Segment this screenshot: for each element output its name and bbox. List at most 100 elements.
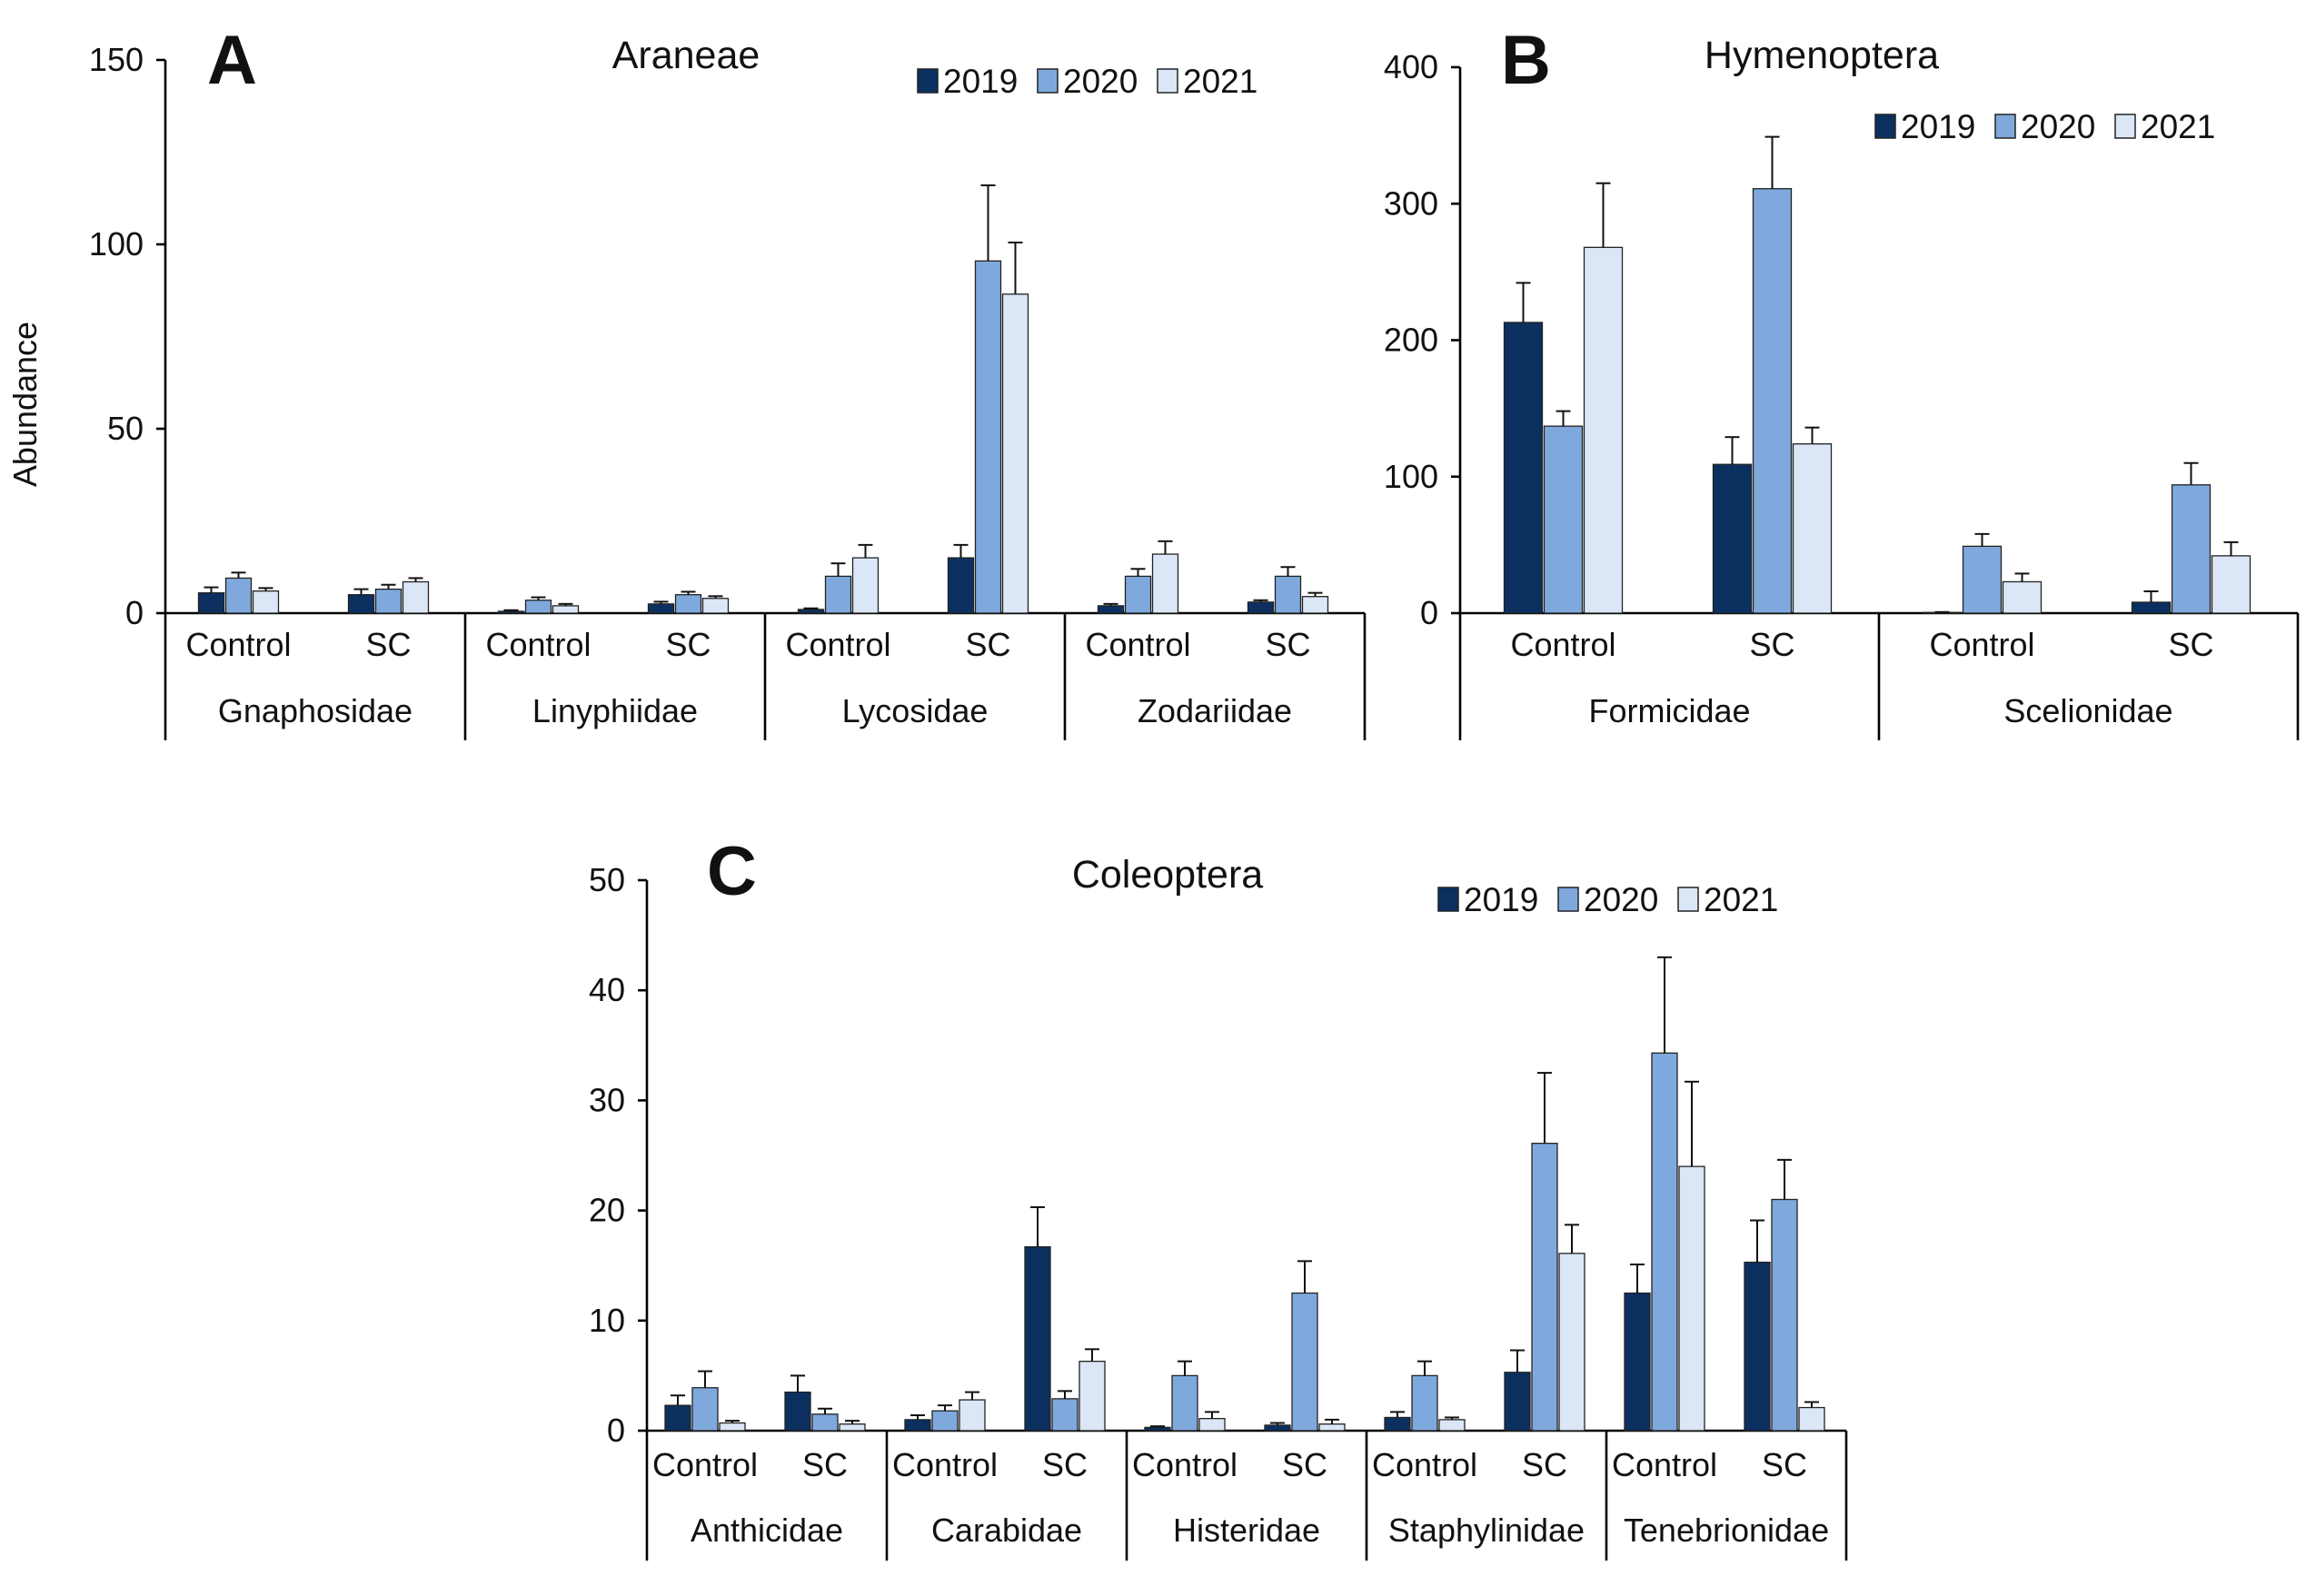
bar-staphylinidae-sc-2021 <box>1558 1253 1585 1432</box>
bar-formicidae-control-2020 <box>1543 425 1584 614</box>
bar-lycosidae-sc-2020 <box>974 260 1002 614</box>
x-category-label: Control <box>1085 626 1190 663</box>
bar-staphylinidae-sc-2020 <box>1531 1143 1558 1432</box>
legend-swatch-2021 <box>1157 68 1178 94</box>
bar-carabidae-control-2021 <box>959 1399 986 1432</box>
bar-scelionidae-sc-2021 <box>2211 555 2251 614</box>
x-category-label: SC <box>665 626 711 663</box>
legend-swatch-2019 <box>1874 114 1896 139</box>
bar-staphylinidae-control-2019 <box>1384 1416 1411 1432</box>
bar-anthicidae-sc-2019 <box>784 1391 811 1432</box>
y-tick-label: 100 <box>1384 458 1438 495</box>
bar-zodariidae-sc-2019 <box>1247 601 1275 614</box>
bar-scelionidae-control-2021 <box>2002 580 2043 614</box>
x-category-label: Control <box>1132 1446 1238 1483</box>
x-category-label: Control <box>185 626 291 663</box>
panel-label: C <box>707 833 757 910</box>
y-tick-label: 40 <box>589 971 625 1008</box>
bar-histeridae-control-2021 <box>1198 1418 1226 1432</box>
bar-formicidae-sc-2019 <box>1712 463 1753 614</box>
panel-title: Araneae <box>612 34 760 77</box>
bar-carabidae-sc-2021 <box>1078 1360 1106 1432</box>
panel-a-araneae-chart: 0 50 100 150 Araneae A 2019 2020 2021 Control SC Gn… <box>89 22 1367 740</box>
x-category-label: SC <box>1522 1446 1567 1483</box>
y-tick-label: 0 <box>125 594 144 631</box>
bar-carabidae-control-2019 <box>904 1419 931 1432</box>
bar-linyphiidae-control-2019 <box>497 610 525 614</box>
x-category-label: SC <box>365 626 411 663</box>
bar-formicidae-control-2021 <box>1583 246 1624 614</box>
y-tick-label: 50 <box>107 410 144 447</box>
bar-tenebrionidae-control-2019 <box>1624 1292 1651 1432</box>
x-group-label-linyphiidae: Linyphiidae <box>532 692 698 729</box>
legend-label-2020: 2020 <box>1584 881 1658 918</box>
panel-b-hymenoptera-chart: 0 100 200 300 400 Hymenoptera B 2019 2020 2021 Con… <box>1384 22 2300 740</box>
legend-label-2021: 2021 <box>1183 63 1257 100</box>
panel-title: Hymenoptera <box>1705 34 1939 77</box>
y-tick-label: 100 <box>89 225 144 263</box>
bar-zodariidae-control-2020 <box>1124 575 1152 614</box>
x-group-label-staphylinidae: Staphylinidae <box>1388 1512 1585 1549</box>
x-category-label: Control <box>1929 626 2034 663</box>
legend-swatch-2020 <box>1037 68 1059 94</box>
bar-scelionidae-sc-2020 <box>2171 484 2212 614</box>
bar-zodariidae-sc-2020 <box>1274 575 1302 614</box>
panel-title: Coleoptera <box>1072 853 1263 897</box>
x-group-label-anthicidae: Anthicidae <box>691 1512 843 1549</box>
y-tick-label: 150 <box>89 41 144 78</box>
bar-histeridae-sc-2019 <box>1264 1424 1291 1432</box>
y-tick-label: 30 <box>589 1081 625 1118</box>
bar-carabidae-sc-2019 <box>1024 1245 1051 1432</box>
x-category-label: SC <box>1762 1446 1807 1483</box>
bar-linyphiidae-sc-2021 <box>701 598 730 614</box>
bar-staphylinidae-control-2020 <box>1411 1374 1438 1432</box>
x-group-label-gnaphosidae: Gnaphosidae <box>218 692 413 729</box>
x-group-label-zodariidae: Zodariidae <box>1138 692 1292 729</box>
bar-carabidae-control-2020 <box>931 1410 959 1432</box>
bar-tenebrionidae-sc-2019 <box>1744 1261 1771 1432</box>
legend-label-2021: 2021 <box>2141 108 2215 145</box>
bar-gnaphosidae-sc-2020 <box>374 588 403 614</box>
bar-histeridae-control-2020 <box>1171 1374 1198 1432</box>
bar-histeridae-control-2019 <box>1144 1426 1171 1432</box>
y-axis-label: Abundance <box>6 322 44 487</box>
x-category-label: Control <box>1510 626 1615 663</box>
bar-tenebrionidae-sc-2020 <box>1771 1198 1798 1432</box>
x-category-label: SC <box>1282 1446 1327 1483</box>
bar-zodariidae-control-2021 <box>1151 553 1179 614</box>
bar-lycosidae-control-2019 <box>797 609 825 614</box>
bar-anthicidae-sc-2021 <box>839 1423 866 1432</box>
x-group-label-scelionidae: Scelionidae <box>2003 692 2172 729</box>
x-group-label-formicidae: Formicidae <box>1588 692 1750 729</box>
bar-tenebrionidae-control-2020 <box>1651 1052 1678 1432</box>
x-category-label: SC <box>1749 626 1794 663</box>
y-tick-label: 300 <box>1384 184 1438 222</box>
bar-histeridae-sc-2020 <box>1291 1292 1318 1432</box>
bar-gnaphosidae-control-2021 <box>252 590 280 614</box>
x-group-label-tenebrionidae: Tenebrionidae <box>1624 1512 1829 1549</box>
x-category-label: Control <box>485 626 591 663</box>
bar-gnaphosidae-sc-2021 <box>402 580 430 614</box>
bar-lycosidae-sc-2021 <box>1001 293 1029 614</box>
bar-scelionidae-control-2020 <box>1962 545 2003 614</box>
y-tick-label: 50 <box>589 861 625 898</box>
bar-formicidae-sc-2021 <box>1792 443 1833 614</box>
x-category-label: Control <box>785 626 890 663</box>
bar-carabidae-sc-2020 <box>1051 1398 1078 1432</box>
bar-staphylinidae-sc-2019 <box>1504 1372 1531 1432</box>
legend-label-2019: 2019 <box>1464 881 1538 918</box>
x-category-label: Control <box>892 1446 998 1483</box>
bar-zodariidae-control-2019 <box>1097 605 1125 614</box>
bar-staphylinidae-control-2021 <box>1438 1419 1466 1432</box>
legend-swatch-2021 <box>1677 887 1699 912</box>
bar-linyphiidae-control-2020 <box>524 600 552 614</box>
x-group-label-carabidae: Carabidae <box>931 1512 1082 1549</box>
x-category-label: Control <box>652 1446 758 1483</box>
x-category-label: SC <box>1265 626 1310 663</box>
legend-label-2020: 2020 <box>2021 108 2095 145</box>
x-category-label: SC <box>1042 1446 1088 1483</box>
y-tick-label: 0 <box>1420 594 1438 631</box>
x-group-label-lycosidae: Lycosidae <box>842 692 989 729</box>
panel-label: A <box>207 22 257 99</box>
